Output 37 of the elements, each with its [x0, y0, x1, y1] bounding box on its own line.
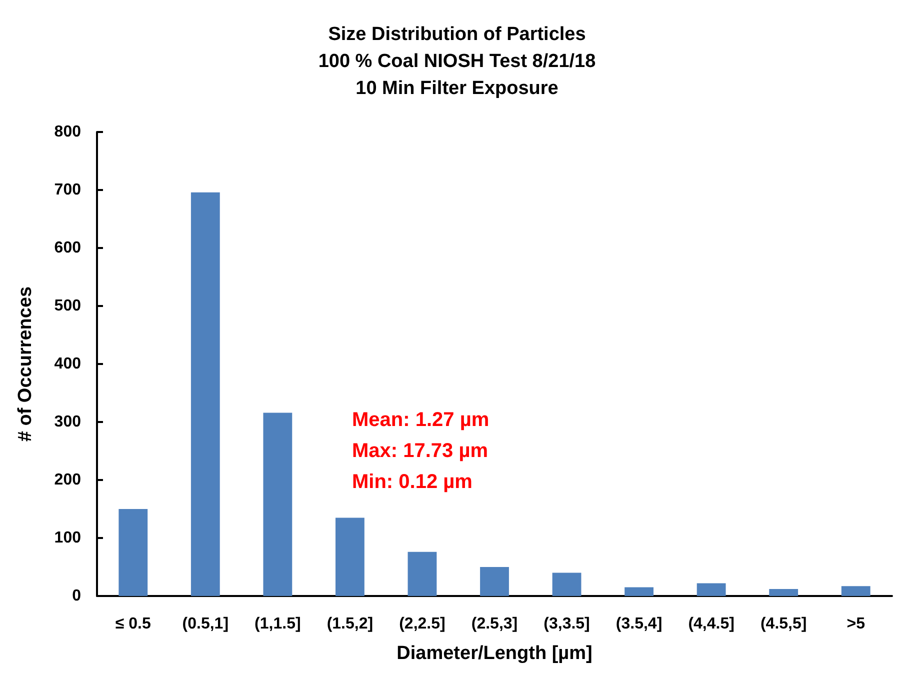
bar: [552, 572, 582, 596]
y-tick-label: 300: [54, 414, 82, 430]
annotation: Mean: 1.27 µm: [352, 409, 490, 431]
x-tick-label: (1,1.5]: [254, 616, 301, 632]
y-tick-label: 200: [54, 472, 82, 488]
x-tick-label: ≤ 0.5: [115, 616, 151, 632]
bar: [190, 192, 220, 596]
y-tick-label: 600: [54, 240, 82, 256]
bar: [263, 412, 292, 596]
bar: [336, 518, 364, 596]
bar: [408, 552, 437, 596]
y-tick-label: 100: [54, 530, 82, 546]
annotation: Max: 17.73 µm: [352, 440, 488, 462]
annotation: Min: 0.12 µm: [352, 471, 472, 493]
y-tick-label: 0: [72, 588, 82, 604]
x-tick-label: (2,2.5]: [399, 616, 446, 632]
bar: [696, 583, 726, 596]
x-tick-label: (4,4.5]: [688, 616, 734, 632]
x-tick-label: (2.5,3]: [471, 616, 518, 632]
x-tick-label: >5: [846, 616, 866, 632]
bar: [769, 589, 798, 596]
x-tick-label: (4.5,5]: [760, 616, 807, 632]
bar: [624, 587, 654, 596]
chart-title: Size Distribution of Particles 100 % Coal NIOSH Test 8/21/18 10 Min Filter Exposure: [318, 24, 596, 99]
y-tick-label: 800: [54, 124, 82, 140]
bar: [841, 586, 870, 596]
x-tick-label: (1.5,2]: [326, 616, 374, 632]
bar: [118, 509, 148, 596]
bar: [480, 567, 509, 596]
x-tick-label: (0.5,1]: [182, 616, 229, 632]
y-tick-label: 700: [54, 182, 82, 198]
y-tick-label: 500: [54, 298, 82, 314]
y-tick-label: 400: [54, 356, 82, 372]
x-axis-title: Diameter/Length [µm]: [396, 643, 592, 664]
x-tick-label: (3,3.5]: [544, 616, 590, 632]
x-tick-label: (3.5,4]: [616, 616, 662, 632]
y-axis-title: # of Occurrences: [15, 286, 36, 442]
